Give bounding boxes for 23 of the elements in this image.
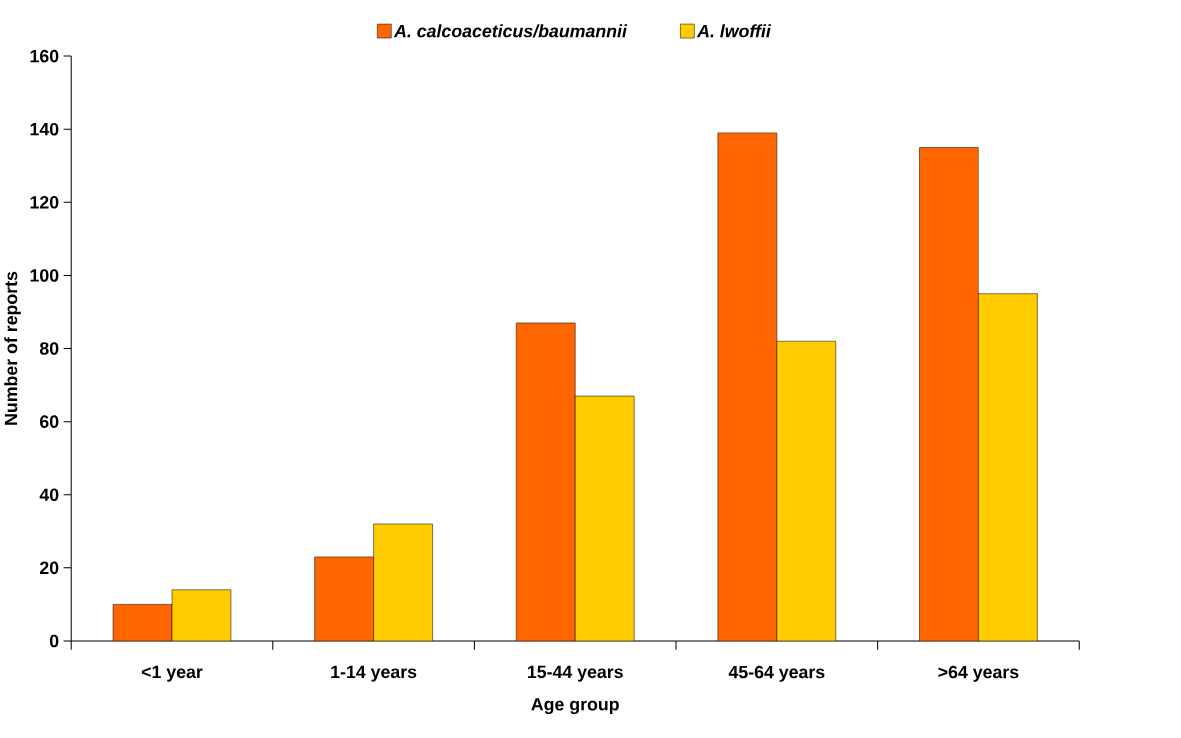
- y-tick-label: 80: [39, 342, 59, 355]
- y-tick-label: 120: [30, 196, 59, 209]
- x-tick-label: >64 years: [938, 665, 1019, 682]
- y-axis-title: Number of reports: [4, 271, 21, 425]
- y-tick-label: 0: [49, 634, 59, 648]
- bar: [978, 293, 1038, 641]
- x-tick-label: <1 year: [141, 665, 203, 682]
- legend-label: A. calcoaceticus/baumannii: [393, 24, 628, 38]
- x-tick-label: 45-64 years: [728, 665, 825, 682]
- y-tick-label: 160: [30, 49, 59, 63]
- legend-label: A. lwoffii: [696, 24, 772, 38]
- bar: [574, 395, 635, 641]
- y-tick-label: 140: [30, 122, 59, 136]
- bar: [171, 589, 232, 641]
- bar: [373, 523, 433, 641]
- y-tick-label: 20: [39, 561, 59, 575]
- y-tick-label: 60: [40, 415, 59, 428]
- x-axis-title: Age group: [531, 698, 619, 715]
- y-tick-label: 40: [39, 488, 59, 502]
- x-tick-label: 15-44 years: [527, 665, 623, 682]
- bar: [776, 340, 837, 641]
- x-tick-label: 1-14 years: [331, 665, 417, 682]
- y-tick-label: 100: [30, 269, 59, 282]
